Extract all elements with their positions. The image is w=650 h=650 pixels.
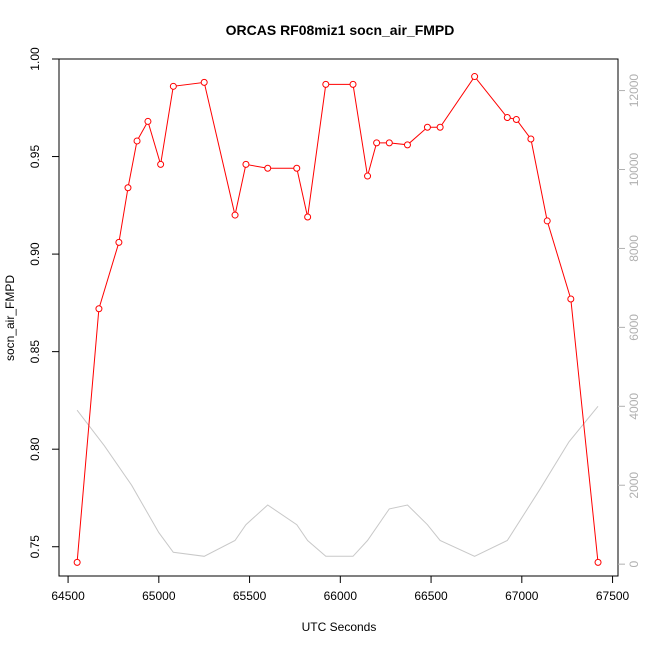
data-point [527, 135, 535, 143]
data-point [115, 238, 123, 246]
x-tick-label: 66000 [324, 589, 358, 603]
data-point [293, 164, 301, 172]
data-point [73, 558, 81, 566]
x-axis-label: UTC Seconds [302, 620, 377, 634]
data-point [200, 78, 208, 86]
data-point [471, 73, 479, 81]
y-tick-label: 0.85 [28, 340, 42, 364]
data-point [124, 184, 132, 192]
data-point [169, 82, 177, 90]
data-point [133, 137, 141, 145]
y-tick-label: 1.00 [28, 47, 42, 71]
y-tick-label: 0.80 [28, 437, 42, 461]
y-tick-label: 0.95 [28, 145, 42, 169]
data-point [436, 123, 444, 131]
data-point [423, 123, 431, 131]
x-tick-label: 64500 [51, 589, 85, 603]
y2-tick-label: 2000 [627, 472, 641, 499]
y2-tick-label: 8000 [627, 235, 641, 262]
data-point [95, 305, 103, 313]
y-axis: 0.75 0.80 0.85 0.90 0.95 1.00 [28, 47, 59, 558]
plot-area [58, 58, 619, 577]
data-point [144, 117, 152, 125]
data-point [567, 295, 575, 303]
y2-tick-label: 6000 [627, 314, 641, 341]
data-point [264, 164, 272, 172]
data-point [385, 139, 393, 147]
x-tick-label: 67500 [596, 589, 630, 603]
data-point [322, 80, 330, 88]
data-point [364, 172, 372, 180]
series-layer [73, 73, 602, 566]
data-point [231, 211, 239, 219]
data-point [157, 160, 165, 168]
data-point [373, 139, 381, 147]
data-point [543, 217, 551, 225]
data-point [503, 114, 511, 122]
x-tick-label: 66500 [414, 589, 448, 603]
y-axis-label: socn_air_FMPD [3, 275, 17, 361]
y2-tick-label: 4000 [627, 393, 641, 420]
x-tick-label: 65000 [142, 589, 176, 603]
y2-tick-label: 0 [627, 561, 641, 568]
y2-axis: 0 2000 4000 6000 8000 10000 12000 [618, 74, 641, 568]
y-tick-label: 0.75 [28, 535, 42, 559]
y-tick-label: 0.90 [28, 242, 42, 266]
data-point [349, 80, 357, 88]
left-axis-series-line [76, 75, 599, 563]
x-tick-label: 67000 [505, 589, 539, 603]
data-point [242, 160, 250, 168]
chart-title: ORCAS RF08miz1 socn_air_FMPD [226, 22, 455, 38]
data-point [304, 213, 312, 221]
y2-tick-label: 12000 [627, 74, 641, 108]
data-point [403, 141, 411, 149]
x-axis: 64500 65000 65500 66000 66500 67000 67500 [51, 576, 630, 603]
y2-tick-label: 10000 [627, 152, 641, 186]
data-point [594, 558, 602, 566]
x-tick-label: 65500 [233, 589, 267, 603]
data-point [512, 115, 520, 123]
right-axis-series-line [76, 405, 599, 557]
